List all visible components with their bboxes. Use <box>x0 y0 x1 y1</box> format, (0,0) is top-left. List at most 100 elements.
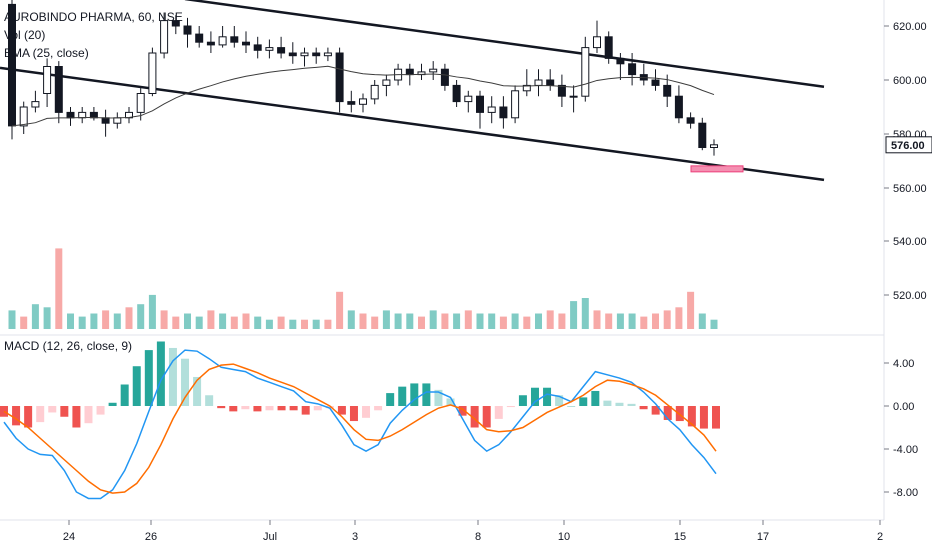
macd-histogram-bar <box>181 358 190 406</box>
macd-histogram-bar <box>518 395 527 406</box>
candle-body <box>171 20 180 27</box>
price-tick-label: 560.00 <box>893 183 927 195</box>
candle-body <box>183 25 192 35</box>
volume-bar <box>382 310 390 329</box>
volume-bar <box>20 316 28 329</box>
macd-histogram-bar <box>168 347 177 406</box>
macd-histogram-bar <box>422 383 431 406</box>
macd-tick-label: -8.00 <box>893 487 918 499</box>
macd-histogram-bar <box>217 406 226 409</box>
volume-legend: Vol (20) <box>4 28 45 42</box>
volume-bar <box>347 310 355 329</box>
volume-bar <box>324 319 332 329</box>
volume-bar <box>488 313 496 329</box>
candle-body <box>31 101 40 108</box>
macd-histogram-bar <box>410 383 419 406</box>
candle-body <box>429 68 438 73</box>
macd-histogram-bar <box>277 406 286 411</box>
volume-bar <box>55 248 63 329</box>
volume-bar <box>184 313 191 329</box>
candle-body <box>288 52 297 57</box>
macd-histogram-bar <box>84 406 93 424</box>
time-tick-label: 10 <box>558 531 570 543</box>
candle-body <box>534 79 543 86</box>
candle-body <box>663 84 672 97</box>
macd-histogram-bar <box>712 406 720 429</box>
candle-body <box>581 47 590 97</box>
macd-histogram-bar <box>506 406 515 408</box>
volume-bar <box>394 313 402 329</box>
ema-legend: EMA (25, close) <box>4 46 89 60</box>
macd-pane[interactable] <box>0 341 720 500</box>
candle-body <box>546 79 555 86</box>
volume-scale-label: 540.00 <box>893 236 927 248</box>
volume-bar <box>312 319 320 329</box>
symbol-legend: AUROBINDO PHARMA, 60, NSE <box>4 10 183 24</box>
macd-histogram-bar <box>470 406 479 428</box>
macd-histogram-bar <box>687 406 696 427</box>
macd-histogram-bar <box>639 406 648 410</box>
candle-body <box>136 93 145 113</box>
candle-body <box>265 47 274 51</box>
candle-body <box>43 66 52 94</box>
candle-body <box>19 106 28 127</box>
volume-bar <box>78 316 86 329</box>
candle-body <box>195 33 204 43</box>
macd-histogram-bar <box>567 406 576 407</box>
candle-body <box>569 95 578 98</box>
macd-histogram-bar <box>289 406 298 411</box>
volume-bar <box>616 313 624 329</box>
macd-histogram-bar <box>24 406 33 428</box>
volume-bar <box>137 304 145 329</box>
candle-body <box>230 36 239 43</box>
volume-bar <box>172 316 180 329</box>
candle-body <box>218 36 227 46</box>
macd-histogram-bar <box>132 366 141 406</box>
macd-histogram-bar <box>482 406 491 428</box>
candle-body <box>452 84 461 103</box>
time-tick-label: 8 <box>475 531 481 543</box>
candle-body <box>686 117 695 124</box>
volume-bar <box>301 319 308 329</box>
macd-histogram-bar <box>398 386 407 406</box>
price-tick-label: 620.00 <box>893 21 927 33</box>
macd-histogram-bar <box>663 406 672 420</box>
price-pane[interactable] <box>0 0 825 182</box>
volume-bar <box>230 316 238 329</box>
time-tick-label: 3 <box>352 531 358 543</box>
candle-body <box>487 106 496 113</box>
time-tick-label: 24 <box>63 531 75 543</box>
volume-bar <box>698 313 706 329</box>
macd-histogram-bar <box>434 389 443 406</box>
macd-histogram-bar <box>193 376 202 406</box>
macd-histogram-bar <box>543 387 552 406</box>
volume-bar <box>663 310 671 329</box>
volume-bar <box>371 316 379 329</box>
candle-body <box>674 95 683 119</box>
time-tick-label: 17 <box>757 531 769 543</box>
volume-bar <box>67 313 74 329</box>
candle-body <box>382 79 391 86</box>
macd-histogram-bar <box>530 387 539 406</box>
macd-histogram-bar <box>96 406 105 415</box>
candle-body <box>616 57 625 65</box>
macd-histogram-bar <box>60 406 69 417</box>
macd-histogram-bar <box>265 406 274 411</box>
volume-bar <box>523 316 531 329</box>
volume-bar <box>125 307 133 329</box>
macd-histogram-bar <box>325 406 334 409</box>
volume-bar <box>160 310 168 329</box>
volume-bar <box>570 301 578 329</box>
volume-bar <box>254 316 262 329</box>
volume-bar <box>195 316 203 329</box>
macd-histogram-bar <box>446 398 455 406</box>
volume-bar <box>581 298 589 329</box>
candle-body <box>464 95 473 103</box>
macd-histogram-bar <box>494 406 503 419</box>
lower-channel-line <box>0 66 825 182</box>
macd-histogram-bar <box>458 406 467 416</box>
candle-body <box>476 95 484 113</box>
candle-body <box>148 52 157 94</box>
candle-body <box>440 68 449 86</box>
candle-body <box>499 106 508 119</box>
